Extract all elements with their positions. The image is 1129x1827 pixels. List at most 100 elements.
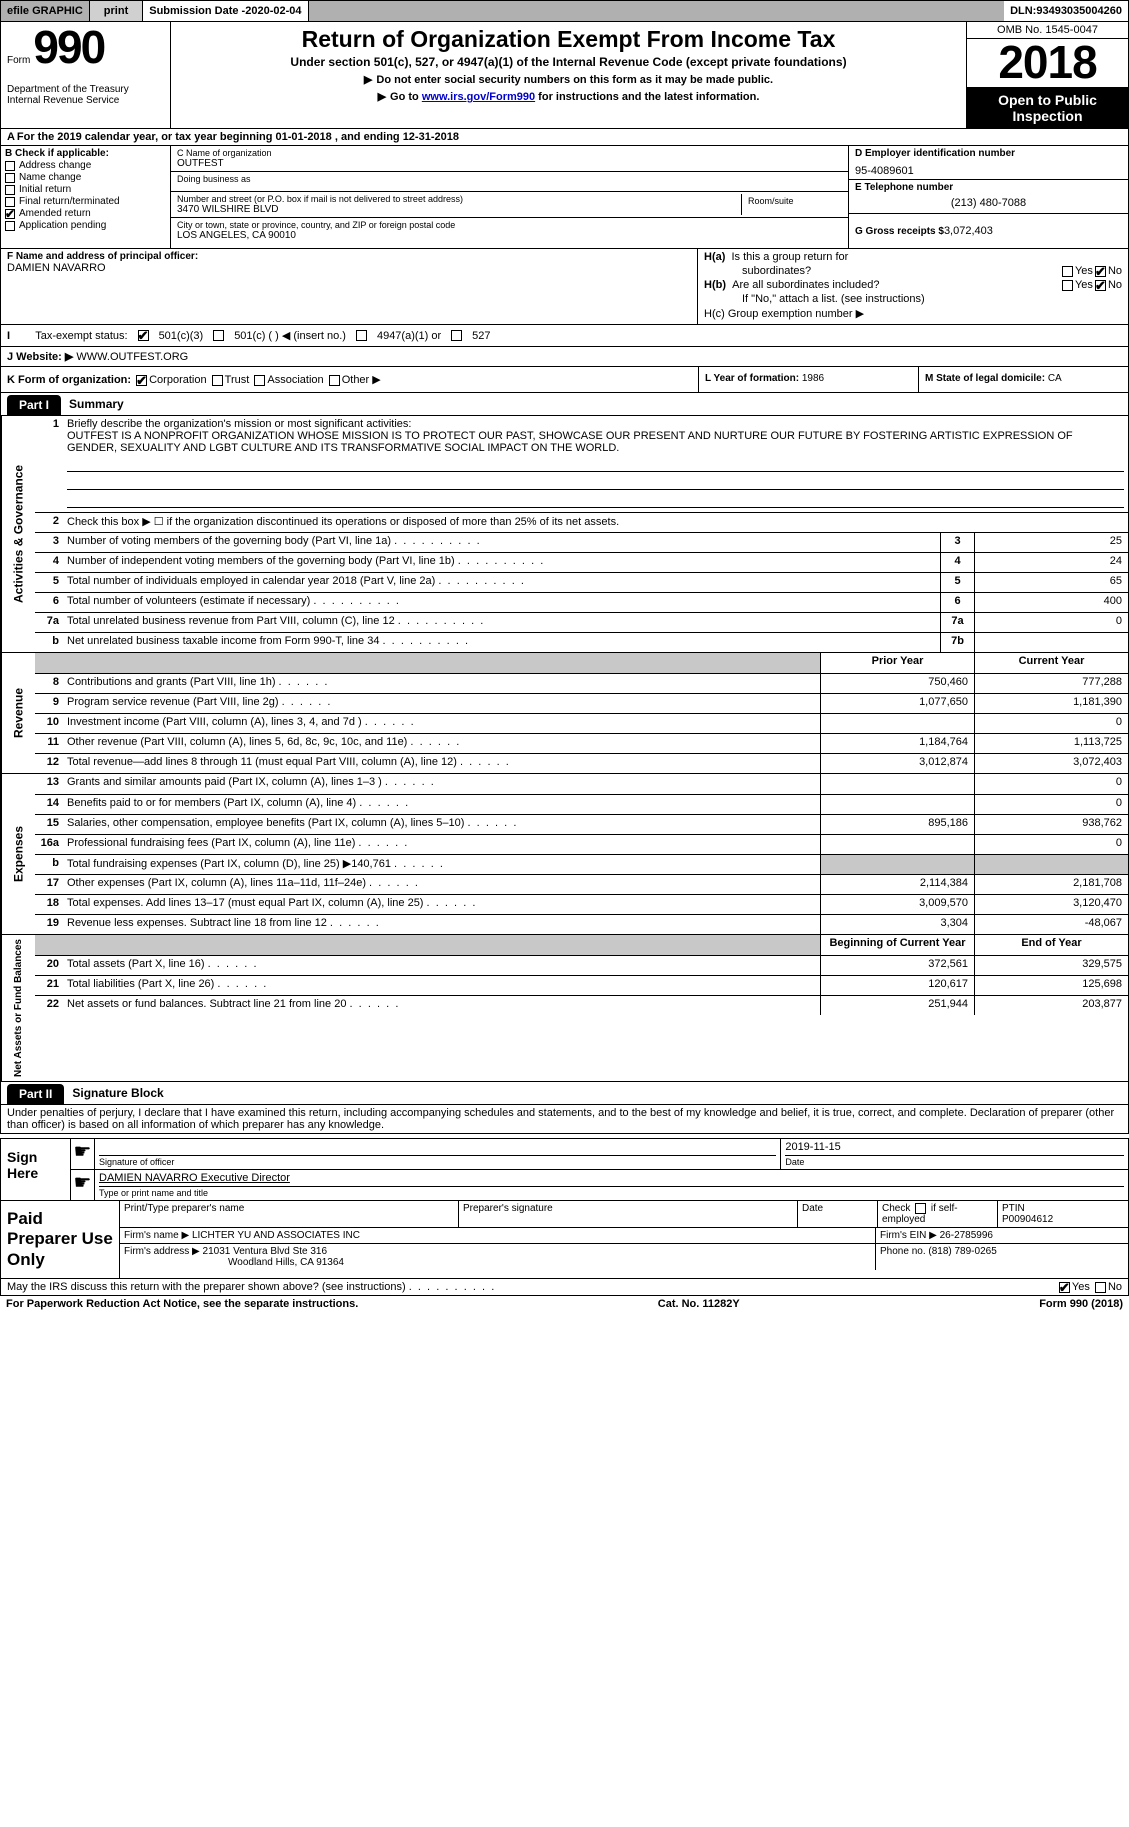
line-current: 3,120,470: [974, 895, 1128, 914]
top-bar-spacer: [309, 1, 1005, 21]
box-b-header: B Check if applicable:: [5, 148, 166, 159]
city-cell: City or town, state or province, country…: [171, 218, 848, 243]
checkbox[interactable]: [5, 173, 15, 183]
line-prior: 3,009,570: [820, 895, 974, 914]
527-checkbox[interactable]: [451, 330, 462, 341]
line-text: Other expenses (Part IX, column (A), lin…: [63, 875, 820, 894]
sign-here-block: Sign Here ☛ Signature of officer 2019-11…: [0, 1138, 1129, 1201]
box-deg: D Employer identification number 95-4089…: [848, 146, 1128, 248]
line-value: 400: [974, 593, 1128, 612]
checkbox-label: Amended return: [19, 208, 91, 219]
line-prior: 3,012,874: [820, 754, 974, 773]
line-box: 6: [940, 593, 974, 612]
line-prior: 1,077,650: [820, 694, 974, 713]
line-current: 329,575: [974, 956, 1128, 975]
irs-link[interactable]: www.irs.gov/Form990: [422, 91, 535, 103]
box-m: M State of legal domicile: CA: [918, 367, 1128, 392]
side-label-net-assets: Net Assets or Fund Balances: [1, 935, 35, 1081]
summary-line: 6Total number of volunteers (estimate if…: [35, 592, 1128, 612]
firm-address-cell: Firm's address ▶ 21031 Ventura Blvd Ste …: [120, 1244, 876, 1270]
k-corp-checkbox[interactable]: [136, 375, 147, 386]
box-b-item: Address change: [5, 160, 166, 171]
501c3-checkbox[interactable]: [138, 330, 149, 341]
side-label-expenses: Expenses: [1, 774, 35, 934]
discuss-yes-checkbox[interactable]: [1059, 1282, 1070, 1293]
ha-yes-checkbox[interactable]: [1062, 266, 1073, 277]
line-prior: 3,304: [820, 915, 974, 934]
signature-date-cell: 2019-11-15 Date: [781, 1139, 1128, 1169]
line-text: Total unrelated business revenue from Pa…: [63, 613, 940, 632]
line-current: 1,113,725: [974, 734, 1128, 753]
line-num: 22: [35, 996, 63, 1015]
line-2-text: Check this box ▶ ☐ if the organization d…: [63, 513, 1128, 532]
print-button[interactable]: print: [90, 1, 143, 21]
catalog-number: Cat. No. 11282Y: [658, 1298, 740, 1310]
line-prior: [820, 855, 974, 874]
row-f-h: F Name and address of principal officer:…: [0, 248, 1129, 325]
line-prior: 120,617: [820, 976, 974, 995]
line-text: Total number of individuals employed in …: [63, 573, 940, 592]
checkbox[interactable]: [5, 221, 15, 231]
line-prior: [820, 774, 974, 794]
line-num: 15: [35, 815, 63, 834]
line-num: 3: [35, 533, 63, 552]
line-prior: [820, 795, 974, 814]
box-b: B Check if applicable: Address changeNam…: [1, 146, 171, 248]
4947-checkbox[interactable]: [356, 330, 367, 341]
summary-line: 4Number of independent voting members of…: [35, 552, 1128, 572]
line-num: 7a: [35, 613, 63, 632]
sign-arrow-icon: ☛: [71, 1139, 95, 1169]
checkbox[interactable]: [5, 185, 15, 195]
hb-no-checkbox[interactable]: [1095, 280, 1106, 291]
row-klm: K Form of organization: Corporation Trus…: [0, 367, 1129, 393]
submission-date: Submission Date - 2020-02-04: [143, 1, 308, 21]
line-num: 20: [35, 956, 63, 975]
dln: DLN: 93493035004260: [1004, 1, 1128, 21]
line-current: 1,181,390: [974, 694, 1128, 713]
line-num: 17: [35, 875, 63, 894]
line-1-mission: Briefly describe the organization's miss…: [63, 416, 1128, 512]
k-trust-checkbox[interactable]: [212, 375, 223, 386]
checkbox[interactable]: [5, 197, 15, 207]
checkbox-label: Initial return: [19, 184, 71, 195]
k-assoc-checkbox[interactable]: [254, 375, 265, 386]
col-end-year: End of Year: [974, 935, 1128, 955]
line-text: Total liabilities (Part X, line 26): [63, 976, 820, 995]
dept-treasury: Department of the Treasury Internal Reve…: [7, 84, 164, 106]
line-current: 0: [974, 714, 1128, 733]
line-prior: 2,114,384: [820, 875, 974, 894]
box-b-item: Initial return: [5, 184, 166, 195]
box-b-item: Amended return: [5, 208, 166, 219]
line-current: 938,762: [974, 815, 1128, 834]
box-f: F Name and address of principal officer:…: [1, 249, 698, 324]
summary-line: 19Revenue less expenses. Subtract line 1…: [35, 914, 1128, 934]
line-1-num: 1: [35, 416, 63, 512]
self-employed-checkbox[interactable]: [915, 1203, 926, 1214]
line-num: b: [35, 855, 63, 874]
box-e: E Telephone number (213) 480-7088: [849, 180, 1128, 214]
line-text: Total assets (Part X, line 16): [63, 956, 820, 975]
line-num: 21: [35, 976, 63, 995]
side-label-ag: Activities & Governance: [1, 416, 35, 652]
k-other-checkbox[interactable]: [329, 375, 340, 386]
501c-checkbox[interactable]: [213, 330, 224, 341]
checkbox-label: Final return/terminated: [19, 196, 120, 207]
summary-line: 21Total liabilities (Part X, line 26)120…: [35, 975, 1128, 995]
ha-no-checkbox[interactable]: [1095, 266, 1106, 277]
paid-preparer-block: Paid Preparer Use Only Print/Type prepar…: [0, 1201, 1129, 1279]
checkbox[interactable]: [5, 209, 15, 219]
firm-phone-cell: Phone no. (818) 789-0265: [876, 1244, 1128, 1270]
hb-yes-checkbox[interactable]: [1062, 280, 1073, 291]
checkbox-label: Name change: [19, 172, 81, 183]
line-current: 203,877: [974, 996, 1128, 1015]
line-current: [974, 855, 1128, 874]
discuss-no-checkbox[interactable]: [1095, 1282, 1106, 1293]
section-expenses: Expenses 13Grants and similar amounts pa…: [0, 774, 1129, 935]
line-num: 9: [35, 694, 63, 713]
checkbox[interactable]: [5, 161, 15, 171]
street-cell: Number and street (or P.O. box if mail i…: [177, 194, 742, 215]
line-box: 7b: [940, 633, 974, 652]
org-name-cell: C Name of organization OUTFEST: [171, 146, 848, 172]
line-prior: 1,184,764: [820, 734, 974, 753]
box-b-item: Application pending: [5, 220, 166, 231]
